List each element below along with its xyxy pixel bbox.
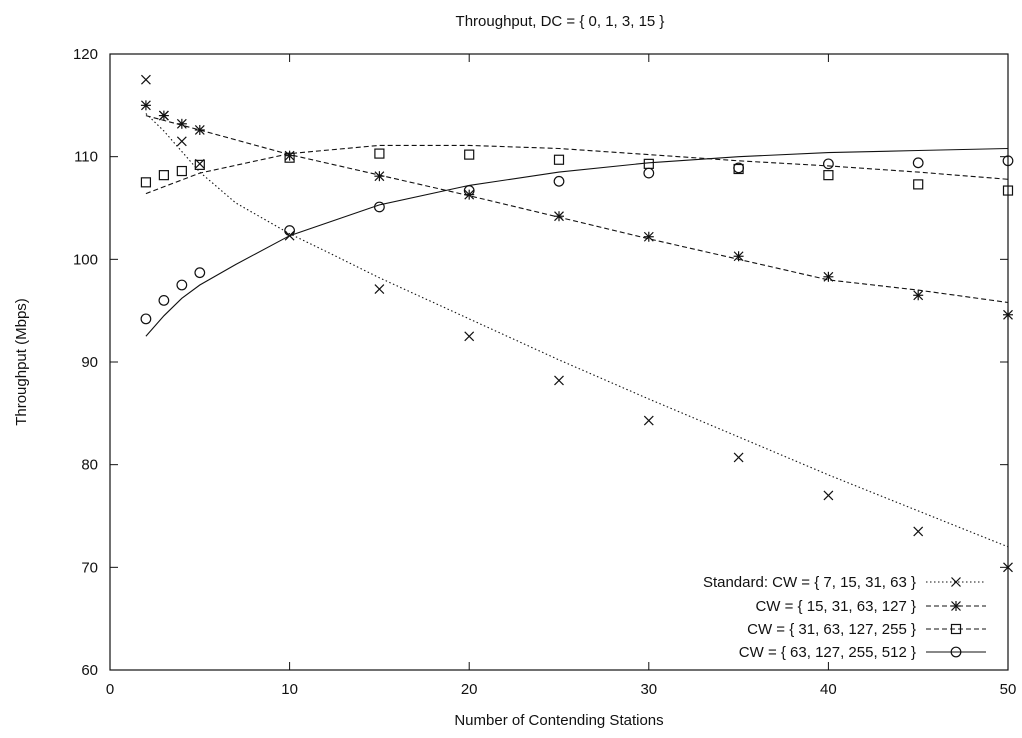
legend-marker [951, 601, 961, 611]
series-2-point [374, 171, 385, 182]
series-1-point [913, 526, 924, 537]
series-3-point [464, 149, 475, 160]
axes: 0 10 20 30 40 50 60 70 80 90 100 110 120 [73, 46, 1016, 698]
legend-label: CW = { 31, 63, 127, 255 } [747, 621, 916, 638]
x-axis-label: Number of Contending Stations [454, 712, 663, 729]
series-3-point [194, 159, 205, 170]
legend-marker [951, 577, 961, 587]
series-4-point [643, 167, 655, 179]
series-4-point [463, 185, 475, 196]
y-tick-label: 70 [81, 559, 98, 576]
series-1-point [176, 136, 187, 147]
series-2-point [158, 110, 169, 121]
legend-label: Standard: CW = { 7, 15, 31, 63 } [703, 574, 916, 591]
series-2-point [140, 100, 151, 111]
data-points [140, 74, 1014, 573]
chart-title: Throughput, DC = { 0, 1, 3, 15 } [456, 13, 665, 30]
series-2-point [913, 290, 924, 301]
series-2-point [733, 251, 744, 262]
series-4-point [176, 279, 188, 291]
legend-marker [950, 646, 962, 658]
legend: Standard: CW = { 7, 15, 31, 63 } CW = { 1… [703, 574, 986, 661]
series-3-point [643, 158, 654, 169]
series-1-point [374, 284, 385, 295]
series-3-point [553, 154, 565, 165]
series-4-point [374, 201, 385, 213]
series-1-point [643, 415, 654, 426]
x-tick-label: 30 [640, 681, 657, 698]
series-1-point [554, 375, 564, 386]
x-tick-label: 10 [281, 681, 298, 698]
y-tick-label: 120 [73, 46, 98, 63]
series-4-point [823, 158, 834, 170]
y-axis-label: Throughput (Mbps) [13, 298, 30, 426]
series-1-point [823, 490, 834, 501]
x-tick-label: 40 [820, 681, 837, 698]
series-1-curve [145, 113, 1009, 548]
series-4-point [284, 225, 296, 236]
series-2-point [643, 231, 654, 242]
series-1-point [733, 452, 744, 463]
series-3-point [913, 179, 924, 190]
series-2-point [823, 271, 834, 282]
fit-curves [145, 113, 1009, 548]
series-2-point [194, 124, 205, 135]
legend-label: CW = { 63, 127, 255, 512 } [739, 644, 916, 661]
series-4-curve [145, 147, 1009, 337]
series-4-point [912, 157, 924, 169]
series-2-point [284, 150, 295, 161]
series-4-point [194, 267, 206, 279]
series-4-point [158, 295, 170, 306]
series-2-point [554, 211, 564, 222]
plot-frame [109, 53, 1009, 671]
x-tick-label: 50 [1000, 681, 1017, 698]
series-3-point [158, 170, 169, 181]
y-tick-label: 110 [74, 149, 98, 166]
series-4-point [733, 162, 744, 174]
y-tick-label: 90 [81, 354, 98, 371]
series-3-point [374, 148, 385, 159]
series-2-curve [145, 115, 1009, 304]
series-3-point [176, 165, 187, 177]
y-tick-label: 60 [81, 662, 98, 679]
x-tick-label: 0 [106, 681, 114, 698]
y-tick-label: 100 [73, 251, 98, 268]
series-1-point [464, 331, 475, 342]
y-tick-label: 80 [81, 457, 98, 474]
series-4-point [553, 175, 565, 187]
series-1-point [140, 74, 151, 85]
series-3-point [823, 170, 834, 181]
series-3-point [284, 152, 295, 163]
series-3-point [140, 177, 152, 188]
legend-label: CW = { 15, 31, 63, 127 } [755, 598, 916, 615]
x-tick-label: 20 [461, 681, 478, 698]
series-2-point [176, 118, 187, 129]
series-3-curve [145, 144, 1009, 195]
series-4-point [140, 313, 152, 325]
legend-marker [950, 623, 962, 635]
